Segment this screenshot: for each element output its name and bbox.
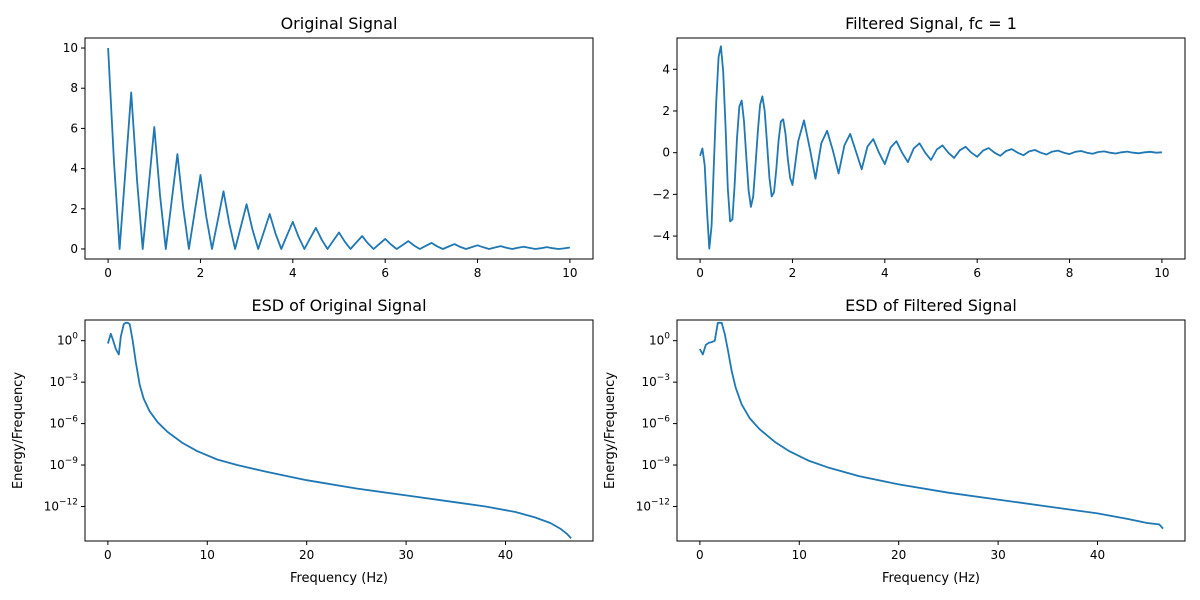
chart-title: ESD of Filtered Signal	[845, 296, 1017, 315]
y-tick-label: 10−12	[44, 497, 78, 513]
chart-title: ESD of Original Signal	[251, 296, 426, 315]
x-tick-label: 30	[990, 548, 1005, 562]
x-tick-label: 0	[696, 266, 704, 280]
x-tick-label: 40	[498, 548, 513, 562]
axes-frame	[676, 37, 1186, 260]
axes-frame	[676, 319, 1186, 542]
y-tick-label: 100	[57, 332, 78, 348]
y-tick-label: 8	[70, 81, 78, 95]
chart-title: Filtered Signal, fc = 1	[845, 14, 1017, 33]
series-line	[107, 47, 571, 250]
panel-esd-original: 0 10 20 30 40 100 10−3 10−6 10−9 10−12 ESD of Orig…	[11, 296, 594, 586]
y-tick-label: 4	[662, 62, 670, 76]
y-tick-label: 10−3	[49, 373, 78, 389]
x-tick-label: 4	[289, 266, 297, 280]
series-line	[107, 321, 572, 539]
x-axis-label: Frequency (Hz)	[882, 571, 980, 586]
series-line	[699, 45, 1162, 250]
x-tick-label: 8	[474, 266, 482, 280]
x-tick-label: 0	[696, 548, 704, 562]
x-tick-label: 8	[1066, 266, 1074, 280]
x-tick-label: 2	[789, 266, 797, 280]
x-tick-label: 4	[881, 266, 889, 280]
y-tick-label: 10−12	[636, 497, 670, 513]
panel-esd-filtered: 0 10 20 30 40 100 10−3 10−6 10−9 10−12 ESD of Filt…	[603, 296, 1186, 586]
x-tick-label: 40	[1090, 548, 1105, 562]
x-tick-label: 2	[197, 266, 205, 280]
y-tick-label: 10	[63, 41, 78, 55]
x-tick-label: 10	[562, 266, 577, 280]
y-tick-label: 0	[662, 146, 670, 160]
x-tick-label: 6	[973, 266, 981, 280]
y-tick-label: −2	[652, 187, 670, 201]
x-tick-label: 30	[398, 548, 413, 562]
y-tick-label: 10−9	[49, 456, 78, 472]
axes-frame	[84, 319, 594, 542]
y-tick-label: 0	[70, 242, 78, 256]
x-tick-label: 0	[104, 266, 112, 280]
chart-title: Original Signal	[281, 14, 398, 33]
x-axis-label: Frequency (Hz)	[290, 571, 388, 586]
y-tick-label: 4	[70, 162, 78, 176]
x-tick-label: 10	[200, 548, 215, 562]
axes-frame	[84, 37, 594, 260]
y-tick-label: 10−6	[49, 415, 78, 431]
y-tick-label: 100	[649, 332, 670, 348]
x-tick-label: 6	[381, 266, 389, 280]
y-tick-label: 10−9	[641, 456, 670, 472]
y-axis-label: Energy/Frequency	[11, 372, 26, 489]
x-tick-label: 20	[299, 548, 314, 562]
x-tick-label: 0	[104, 548, 112, 562]
y-tick-label: 6	[70, 121, 78, 135]
y-tick-label: 10−3	[641, 373, 670, 389]
x-tick-label: 20	[891, 548, 906, 562]
y-tick-label: 2	[662, 104, 670, 118]
y-axis-label: Energy/Frequency	[603, 372, 618, 489]
x-tick-label: 10	[792, 548, 807, 562]
y-tick-label: 2	[70, 202, 78, 216]
x-tick-label: 10	[1154, 266, 1169, 280]
panel-original-signal: 0 2 4 6 8 10 0 2 4 6 8 10 Original Signal	[63, 14, 594, 280]
y-tick-label: −4	[652, 229, 670, 243]
panel-filtered-signal: 0 2 4 6 8 10 −4 −2 0 2 4 Filtered Signal, fc = 1	[652, 14, 1186, 280]
series-line	[699, 321, 1164, 530]
y-tick-label: 10−6	[641, 415, 670, 431]
